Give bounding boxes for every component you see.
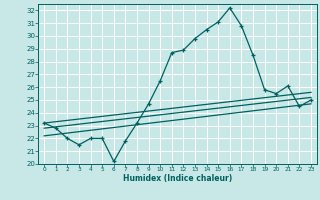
X-axis label: Humidex (Indice chaleur): Humidex (Indice chaleur): [123, 174, 232, 183]
